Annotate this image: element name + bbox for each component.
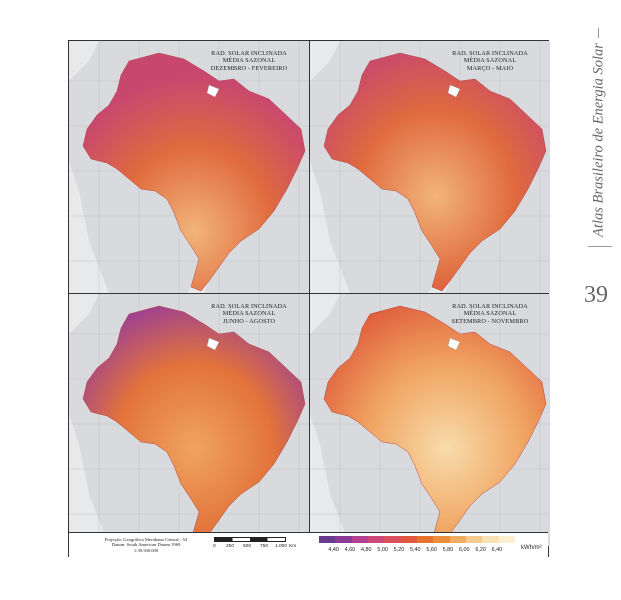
legend-value: 5,00 <box>377 547 388 553</box>
projection-line3: 1:39.500.000 <box>133 547 159 553</box>
legend-value: 5,60 <box>426 547 437 553</box>
side-rule-top <box>598 28 599 38</box>
map-label-line3: JUNHO - AGOSTO <box>222 317 276 325</box>
map-label-line1: RAD. SOLAR INCLINADA <box>452 50 528 57</box>
legend-swatch <box>400 536 417 543</box>
map-jun-ago: RAD. SOLAR INCLINADA MÉDIA SAZONAL JUNHO… <box>69 294 309 546</box>
legend-value: 5,40 <box>410 547 421 553</box>
legend-swatch <box>416 536 434 543</box>
map-mar-mai: RAD. SOLAR INCLINADA MÉDIA SAZONAL MARÇO… <box>310 41 550 293</box>
map-set-nov-graphic <box>310 294 550 546</box>
scale-label: 250 <box>226 544 235 549</box>
river-mouth <box>206 84 220 98</box>
map-label-line3: MARÇO - MAIO <box>466 64 514 72</box>
scale-label: 750 <box>260 544 269 549</box>
river-mouth <box>206 337 220 351</box>
legend-value: 4,80 <box>361 547 372 553</box>
brazil-region <box>323 52 547 292</box>
projection-line2: Datum: South American Datum 1969 <box>111 542 181 548</box>
side-title: Atlas Brasileiro de Energia Solar <box>584 30 614 250</box>
scale-label: 0 <box>213 544 216 549</box>
legend-swatch <box>384 536 401 543</box>
legend-swatch <box>482 536 499 543</box>
projection-info: Projeção: Geográfica Meridiano Central: … <box>71 537 221 553</box>
legend-value: 6,20 <box>475 547 486 553</box>
map-label-line3: DEZEMBRO - FEVEREIRO <box>210 64 288 72</box>
legend-value: 4,60 <box>344 547 356 553</box>
legend-swatch <box>319 536 336 543</box>
map-dez-fev: RAD. SOLAR INCLINADA MÉDIA SAZONAL DEZEM… <box>69 41 309 293</box>
map-label: RAD. SOLAR INCLINADA MÉDIA SAZONAL MARÇO… <box>435 50 545 72</box>
side-rule <box>588 246 612 247</box>
legend-swatch <box>498 536 515 543</box>
map-label-line1: RAD. SOLAR INCLINADA <box>211 50 287 57</box>
legend-swatch <box>433 536 450 543</box>
footer-panel: Projeção: Geográfica Meridiano Central: … <box>69 532 548 557</box>
map-label: RAD. SOLAR INCLINADA MÉDIA SAZONAL DEZEM… <box>194 50 304 72</box>
legend-swatch <box>465 536 483 543</box>
river-mouth <box>447 337 461 351</box>
legend-value: 6,40 <box>491 547 503 553</box>
map-mar-mai-graphic <box>310 41 550 293</box>
map-jun-ago-graphic <box>69 294 309 546</box>
page-number: 39 <box>584 282 608 308</box>
map-label-line2: MÉDIA SAZONAL <box>222 57 276 65</box>
side-title-text: Atlas Brasileiro de Energia Solar <box>590 43 607 237</box>
map-label-line1: RAD. SOLAR INCLINADA <box>452 303 528 310</box>
horizontal-divider <box>69 293 549 294</box>
scale-label: Km <box>289 544 297 549</box>
map-label: RAD. SOLAR INCLINADA MÉDIA SAZONAL JUNHO… <box>194 303 304 325</box>
map-label-line2: MÉDIA SAZONAL <box>222 310 276 318</box>
legend-value: 4,40 <box>328 547 339 553</box>
legend-swatch <box>335 536 352 543</box>
map-label-line3: SETEMBRO - NOVEMBRO <box>451 317 529 325</box>
map-dez-fev-graphic <box>69 41 309 293</box>
legend-value: 5,80 <box>442 547 454 553</box>
map-label-line2: MÉDIA SAZONAL <box>463 310 517 318</box>
legend-swatch <box>449 536 466 543</box>
neighbor-land <box>310 41 550 293</box>
map-label-line1: RAD. SOLAR INCLINADA <box>211 303 287 310</box>
brazil-region <box>82 52 306 292</box>
legend-value: 5,20 <box>393 547 405 553</box>
legend-value: 6,00 <box>459 547 470 553</box>
neighbor-land <box>69 294 309 546</box>
neighbor-land <box>310 294 550 546</box>
river-mouth <box>447 84 461 98</box>
scale-label: 1.000 <box>275 544 288 549</box>
projection-line1: Projeção: Geográfica Meridiano Central: … <box>104 537 188 542</box>
legend-unit: kWh/m² <box>521 545 542 551</box>
scale-bar <box>214 537 286 542</box>
legend-swatch <box>351 536 368 543</box>
map-set-nov: RAD. SOLAR INCLINADA MÉDIA SAZONAL SETEM… <box>310 294 550 546</box>
legend-swatch <box>367 536 385 543</box>
neighbor-land <box>69 41 309 293</box>
scale-label: 500 <box>243 544 252 549</box>
map-label: RAD. SOLAR INCLINADA MÉDIA SAZONAL SETEM… <box>435 303 545 325</box>
map-frame: RAD. SOLAR INCLINADA MÉDIA SAZONAL DEZEM… <box>68 40 550 558</box>
map-label-line2: MÉDIA SAZONAL <box>463 57 517 65</box>
legend-colorbar <box>319 536 515 543</box>
